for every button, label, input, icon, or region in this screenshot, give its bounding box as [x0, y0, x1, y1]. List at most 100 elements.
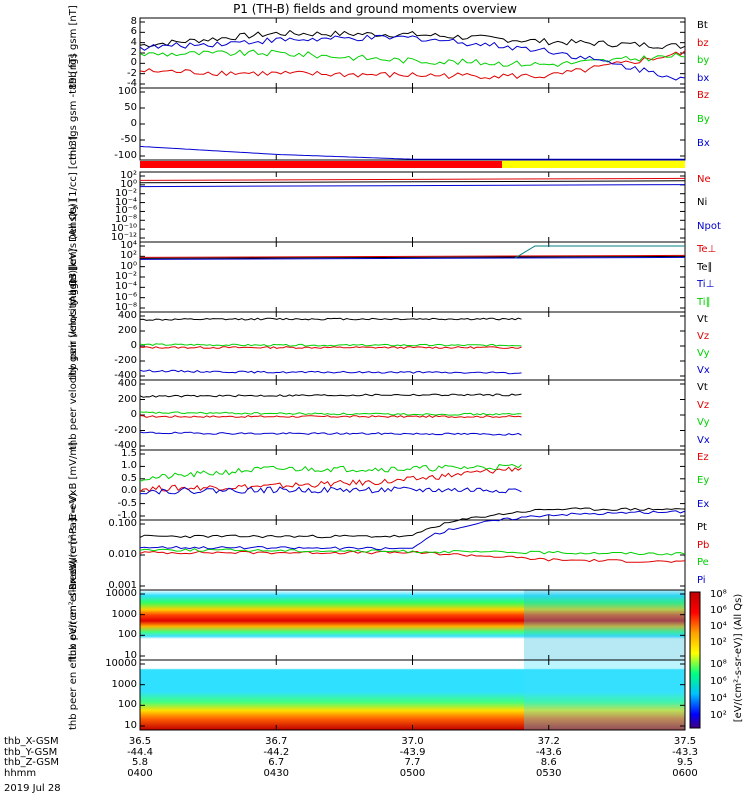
xrow-value-1-1: -44.2 — [263, 746, 290, 758]
legend-fgs-bz: bz — [697, 37, 709, 49]
xrow-value-0-2: 37.0 — [401, 736, 424, 747]
series-peir_vel-Vz — [139, 346, 522, 349]
xrow-label-3: hhmm — [4, 767, 37, 779]
ytick-label-peir_vel: 400 — [117, 310, 137, 321]
series-density-2 — [139, 184, 686, 188]
panel-frame-pressure — [139, 519, 686, 591]
legend-pressure-Pb: Pb — [697, 539, 710, 551]
colorbar-tick-top: 10² — [710, 637, 727, 648]
colorbar-label: [eV/(cm²-s-sr-eV)] (All Qs) — [733, 593, 744, 723]
series-efield-Ez — [139, 466, 522, 493]
xrow-value-3-2: 0500 — [399, 767, 426, 779]
ytick-label-peir_spec: 1000 — [111, 608, 137, 620]
xrow-value-2-2: 7.7 — [404, 757, 421, 768]
legend-efield-Ey: Ey — [697, 475, 710, 487]
series-fgs-by — [139, 49, 686, 67]
series-temp-ion — [514, 245, 685, 259]
ytick-label-peer_vel: -200 — [114, 424, 137, 436]
ytick-label-fgs: -4 — [127, 78, 137, 89]
ytick-label-peer_spec: 1000 — [111, 678, 137, 690]
colorbar-tick-top: 10⁶ — [710, 605, 727, 616]
series-efield-Ey — [139, 463, 522, 482]
ytick-label-peer_vel: 400 — [117, 378, 137, 389]
legend-fgs-bx: bx — [697, 72, 710, 84]
ytick-label-peir_vel: 200 — [117, 325, 137, 336]
ytick-label-peer_spec: 100 — [117, 699, 137, 711]
xrow-label-2: thb_Z-GSM — [4, 757, 59, 768]
ytick-label-density: 10⁻¹⁰ — [110, 223, 137, 235]
ytick-label-peir_spec: 100 — [117, 629, 137, 641]
ytick-label-pressure: 0.010 — [108, 549, 137, 560]
ytick-label-fgs: 8 — [130, 16, 137, 27]
ytick-label-fgs: -2 — [127, 67, 137, 79]
ytick-label-fgs: 0 — [130, 57, 137, 69]
colorbar-tick-bottom: 10⁸ — [710, 659, 727, 670]
legend-t89-By: By — [697, 114, 710, 125]
ytick-label-peir_spec: 10 — [124, 650, 137, 661]
ytick-label-temp: 10⁴ — [120, 240, 137, 251]
xrow-value-1-3: -43.6 — [535, 746, 562, 758]
legend-pressure-Pi: Pi — [697, 574, 706, 586]
spectrogram-gap — [524, 590, 685, 660]
ytick-label-t89: 0 — [130, 118, 137, 129]
colorbar-tick-bottom: 10⁴ — [710, 693, 727, 704]
legend-t89-Bz: Bz — [697, 90, 710, 101]
series-peir_vel-Vx — [139, 369, 522, 375]
legend-t89-Bx: Bx — [697, 138, 710, 149]
series-density-1 — [139, 180, 686, 184]
xrow-label-0: thb_X-GSM — [4, 736, 59, 747]
ytick-label-temp: 10⁻⁴ — [114, 281, 137, 293]
series-peir_vel-Vy — [139, 343, 522, 347]
colorbar-tick-bottom: 10⁶ — [710, 676, 727, 687]
xrow-value-2-0: 5.8 — [132, 757, 148, 768]
legend-peer_vel-Vt: Vt — [697, 382, 708, 393]
ytick-label-temp: 10⁻² — [114, 271, 137, 282]
ytick-label-t89: 50 — [124, 102, 137, 113]
ytick-label-pressure: 0.001 — [108, 580, 137, 591]
ytick-label-t89: 100 — [117, 86, 137, 97]
ytick-label-peir_vel: -200 — [114, 355, 137, 366]
ytick-label-efield: -0.5 — [117, 497, 137, 509]
legend-temp-Te∥: Te∥ — [697, 261, 713, 273]
spectrogram-peir_spec — [140, 590, 685, 660]
ytick-label-efield: 1.0 — [121, 460, 137, 472]
ytick-label-fgs: 2 — [130, 47, 137, 58]
xrow-value-3-1: 0430 — [263, 767, 289, 779]
series-temp-2 — [139, 256, 686, 260]
series-fgs-Bt — [139, 29, 686, 50]
series-pressure-Pb — [139, 550, 686, 563]
xrow-value-0-1: 36.7 — [265, 736, 288, 747]
ytick-label-peer_vel: 0 — [130, 409, 137, 420]
legend-temp-Te⊥: Te⊥ — [697, 244, 717, 255]
spectrogram-gap — [524, 660, 685, 730]
legend-density-Ni: Ni — [697, 197, 708, 209]
panel-frame-temp — [139, 241, 686, 313]
series-peer_vel-Vz — [140, 415, 522, 419]
ytick-label-peir_vel: 0 — [130, 340, 137, 351]
ytick-label-density: 10⁻² — [114, 187, 137, 199]
series-peer_vel-Vy — [139, 411, 522, 416]
legend-peir_vel-Vx: Vx — [697, 365, 710, 376]
series-peer_vel-Vt — [139, 393, 522, 398]
xrow-value-3-3: 0530 — [536, 767, 562, 779]
legend-fgs-Bt: Bt — [697, 20, 708, 31]
xrow-value-2-4: 9.5 — [677, 757, 693, 768]
colorbar-tick-top: 10⁸ — [710, 589, 727, 600]
series-t89-Bx — [139, 145, 685, 160]
ytick-label-efield: 1.5 — [121, 448, 137, 459]
xrow-value-1-0: -44.4 — [127, 746, 153, 758]
legend-pressure-Pt: Pt — [697, 522, 707, 533]
ytick-label-efield: 0.0 — [121, 485, 137, 497]
legend-temp-Ti⊥: Ti⊥ — [697, 279, 715, 290]
series-fgs-bx — [139, 34, 686, 81]
ylabel-peer_spec: thb peer en eflux eV/(cm²-s-sr-eV) — [68, 559, 79, 730]
ylabel-peer_vel: thb peer velocity gsm [km/s (All Qs)] — [68, 265, 79, 450]
panel-frame-fgs — [139, 17, 686, 89]
series-fgs-bz — [139, 50, 686, 80]
ytick-label-temp: 10² — [120, 250, 137, 262]
legend-peer_vel-Vz: Vz — [697, 399, 710, 411]
ytick-label-density: 10⁻⁶ — [114, 205, 137, 217]
colorbar-tick-bottom: 10² — [710, 710, 727, 721]
ytick-label-density: 10⁻¹² — [110, 232, 137, 243]
series-peir_vel-Vt — [139, 317, 522, 321]
